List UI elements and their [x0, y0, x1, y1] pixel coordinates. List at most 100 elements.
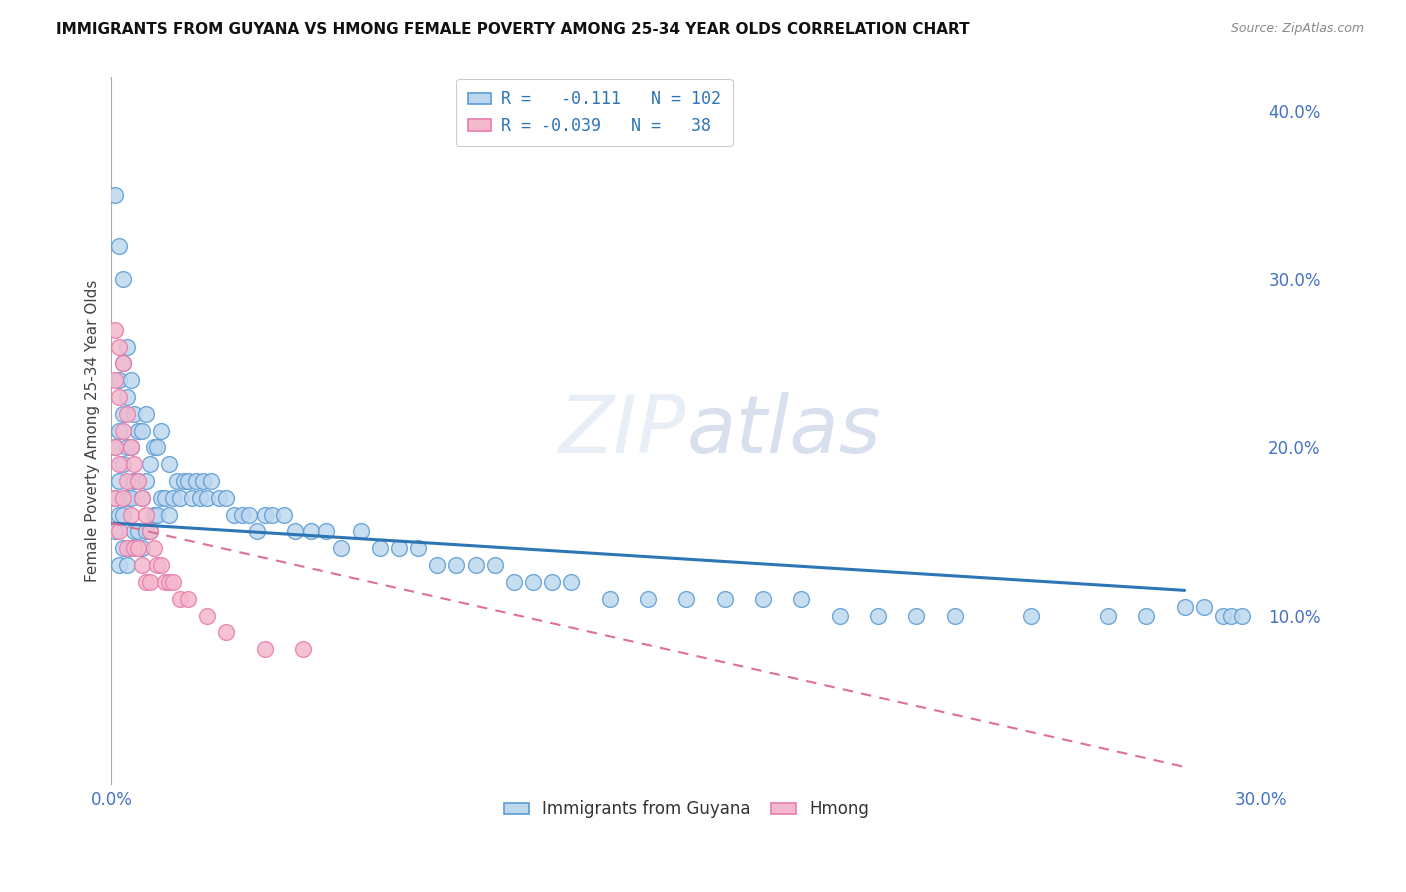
Hmong: [111, 491, 134, 505]
Immigrants from Guyana: [108, 558, 131, 573]
Immigrants from Guyana: [124, 474, 146, 488]
Hmong: [146, 558, 169, 573]
Immigrants from Guyana: [108, 424, 131, 438]
Immigrants from Guyana: [713, 591, 735, 606]
Y-axis label: Female Poverty Among 25-34 Year Olds: Female Poverty Among 25-34 Year Olds: [86, 279, 100, 582]
Hmong: [215, 625, 238, 640]
Immigrants from Guyana: [599, 591, 621, 606]
Immigrants from Guyana: [146, 441, 169, 455]
Hmong: [124, 457, 146, 471]
Text: Source: ZipAtlas.com: Source: ZipAtlas.com: [1230, 22, 1364, 36]
Immigrants from Guyana: [406, 541, 429, 556]
Immigrants from Guyana: [142, 508, 165, 522]
Hmong: [292, 642, 315, 657]
Immigrants from Guyana: [1097, 608, 1119, 623]
Immigrants from Guyana: [246, 524, 269, 539]
Immigrants from Guyana: [111, 541, 134, 556]
Hmong: [120, 508, 142, 522]
Immigrants from Guyana: [166, 474, 188, 488]
Immigrants from Guyana: [104, 188, 127, 202]
Immigrants from Guyana: [120, 441, 142, 455]
Immigrants from Guyana: [104, 441, 127, 455]
Legend: Immigrants from Guyana, Hmong: Immigrants from Guyana, Hmong: [498, 794, 876, 825]
Immigrants from Guyana: [1219, 608, 1241, 623]
Hmong: [115, 407, 138, 421]
Hmong: [124, 541, 146, 556]
Immigrants from Guyana: [162, 491, 184, 505]
Hmong: [157, 574, 180, 589]
Hmong: [153, 574, 176, 589]
Immigrants from Guyana: [108, 474, 131, 488]
Immigrants from Guyana: [131, 541, 153, 556]
Immigrants from Guyana: [330, 541, 353, 556]
Immigrants from Guyana: [184, 474, 207, 488]
Immigrants from Guyana: [115, 441, 138, 455]
Immigrants from Guyana: [752, 591, 775, 606]
Immigrants from Guyana: [299, 524, 322, 539]
Immigrants from Guyana: [273, 508, 295, 522]
Immigrants from Guyana: [104, 491, 127, 505]
Immigrants from Guyana: [120, 373, 142, 387]
Hmong: [104, 373, 127, 387]
Immigrants from Guyana: [522, 574, 544, 589]
Immigrants from Guyana: [1230, 608, 1253, 623]
Text: IMMIGRANTS FROM GUYANA VS HMONG FEMALE POVERTY AMONG 25-34 YEAR OLDS CORRELATION: IMMIGRANTS FROM GUYANA VS HMONG FEMALE P…: [56, 22, 970, 37]
Immigrants from Guyana: [169, 491, 191, 505]
Immigrants from Guyana: [150, 491, 173, 505]
Hmong: [162, 574, 184, 589]
Immigrants from Guyana: [464, 558, 486, 573]
Immigrants from Guyana: [139, 524, 162, 539]
Hmong: [195, 608, 218, 623]
Immigrants from Guyana: [195, 491, 218, 505]
Hmong: [253, 642, 276, 657]
Immigrants from Guyana: [111, 272, 134, 286]
Hmong: [104, 323, 127, 337]
Immigrants from Guyana: [262, 508, 284, 522]
Immigrants from Guyana: [368, 541, 391, 556]
Immigrants from Guyana: [446, 558, 468, 573]
Immigrants from Guyana: [790, 591, 813, 606]
Immigrants from Guyana: [127, 424, 149, 438]
Immigrants from Guyana: [200, 474, 222, 488]
Immigrants from Guyana: [215, 491, 238, 505]
Immigrants from Guyana: [150, 424, 173, 438]
Immigrants from Guyana: [111, 457, 134, 471]
Immigrants from Guyana: [111, 356, 134, 370]
Immigrants from Guyana: [388, 541, 411, 556]
Immigrants from Guyana: [222, 508, 245, 522]
Immigrants from Guyana: [142, 441, 165, 455]
Hmong: [108, 524, 131, 539]
Hmong: [104, 441, 127, 455]
Immigrants from Guyana: [1212, 608, 1234, 623]
Immigrants from Guyana: [115, 491, 138, 505]
Immigrants from Guyana: [208, 491, 231, 505]
Hmong: [131, 491, 153, 505]
Hmong: [108, 457, 131, 471]
Hmong: [139, 574, 162, 589]
Immigrants from Guyana: [1192, 600, 1215, 615]
Immigrants from Guyana: [238, 508, 260, 522]
Hmong: [127, 474, 149, 488]
Immigrants from Guyana: [115, 390, 138, 404]
Immigrants from Guyana: [231, 508, 253, 522]
Immigrants from Guyana: [253, 508, 276, 522]
Immigrants from Guyana: [177, 474, 200, 488]
Immigrants from Guyana: [157, 508, 180, 522]
Immigrants from Guyana: [560, 574, 582, 589]
Immigrants from Guyana: [135, 524, 157, 539]
Immigrants from Guyana: [675, 591, 697, 606]
Immigrants from Guyana: [146, 508, 169, 522]
Hmong: [142, 541, 165, 556]
Immigrants from Guyana: [484, 558, 506, 573]
Immigrants from Guyana: [426, 558, 449, 573]
Immigrants from Guyana: [135, 407, 157, 421]
Immigrants from Guyana: [104, 524, 127, 539]
Immigrants from Guyana: [115, 558, 138, 573]
Immigrants from Guyana: [108, 373, 131, 387]
Immigrants from Guyana: [139, 457, 162, 471]
Hmong: [111, 424, 134, 438]
Hmong: [104, 491, 127, 505]
Immigrants from Guyana: [193, 474, 215, 488]
Hmong: [115, 541, 138, 556]
Immigrants from Guyana: [111, 508, 134, 522]
